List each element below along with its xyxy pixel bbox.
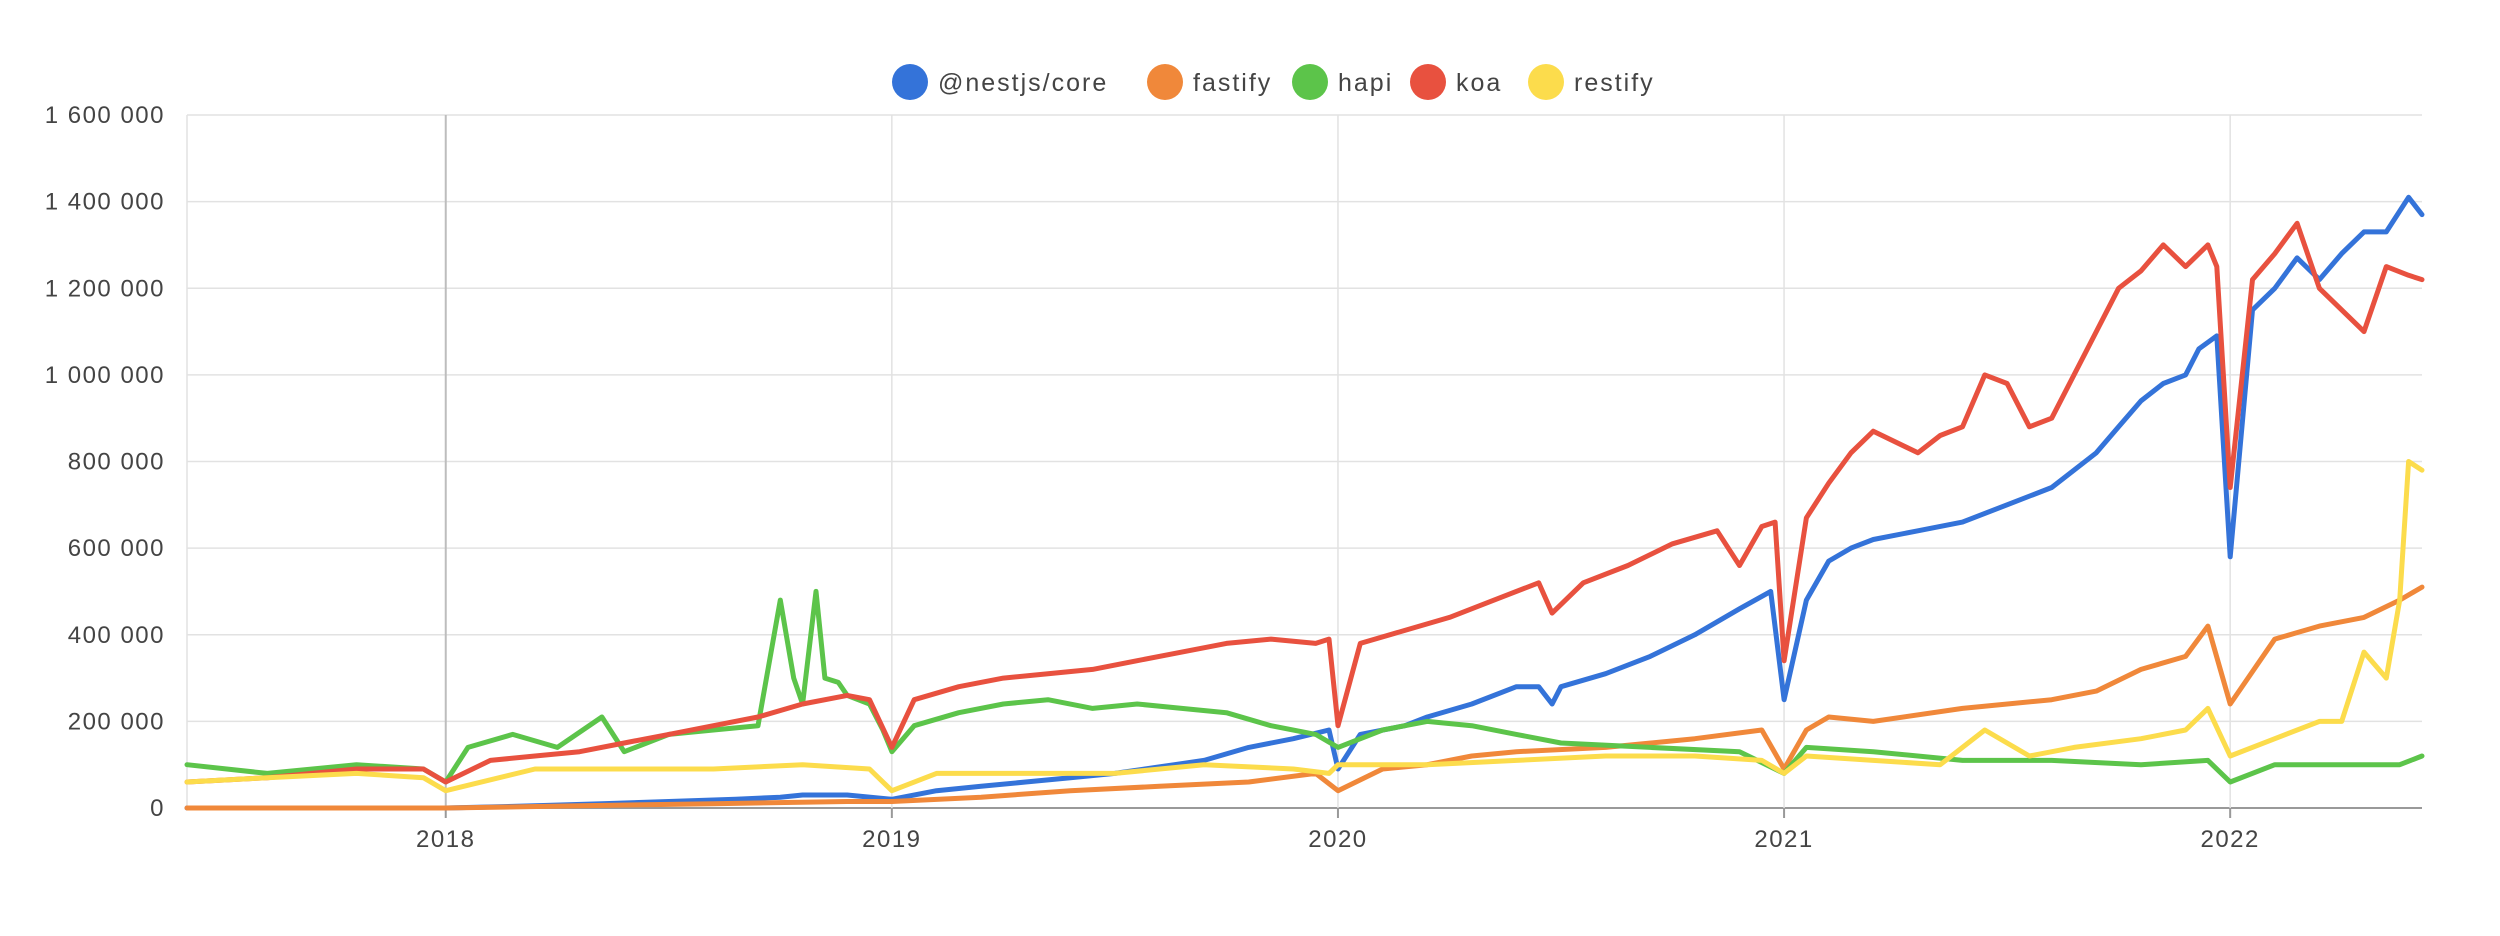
y-tick-label: 200 000	[68, 708, 165, 735]
legend-item-nestjs-core[interactable]: @nestjs/core	[892, 64, 1108, 100]
x-tick-label: 2022	[2200, 826, 2259, 853]
legend-item-hapi[interactable]: hapi	[1292, 64, 1393, 100]
legend-label: koa	[1456, 69, 1502, 97]
legend-label: restify	[1574, 69, 1655, 97]
x-tick-label: 2020	[1308, 826, 1367, 853]
y-tick-label: 800 000	[68, 449, 165, 476]
series-line-restify	[184, 459, 2425, 794]
series-line-koa	[184, 220, 2425, 785]
y-tick-label: 0	[150, 795, 165, 822]
x-axis: 2018 2019 2020 2021 2022	[416, 808, 2259, 853]
legend-swatch	[1410, 64, 1446, 100]
y-axis: 0 200 000 400 000 600 000 800 000 1 000 000 1 …	[45, 102, 165, 822]
legend-item-koa[interactable]: koa	[1410, 64, 1502, 100]
series-line-hapi	[184, 588, 2425, 785]
series-lines	[184, 194, 2425, 811]
legend-swatch	[1147, 64, 1183, 100]
x-tick-label: 2021	[1754, 826, 1813, 853]
x-tick-label: 2018	[416, 826, 475, 853]
legend-label: @nestjs/core	[938, 69, 1108, 97]
y-tick-label: 600 000	[68, 535, 165, 562]
legend-swatch	[1528, 64, 1564, 100]
y-tick-label: 1 000 000	[45, 362, 165, 389]
legend-item-fastify[interactable]: fastify	[1147, 64, 1272, 100]
x-tick-label: 2019	[862, 826, 921, 853]
chart-legend: @nestjs/core fastify hapi koa restify	[892, 64, 1655, 100]
legend-label: fastify	[1193, 69, 1272, 97]
legend-item-restify[interactable]: restify	[1528, 64, 1655, 100]
series-line-fastify	[184, 584, 2425, 811]
legend-swatch	[892, 64, 928, 100]
legend-label: hapi	[1338, 69, 1393, 97]
y-tick-label: 400 000	[68, 622, 165, 649]
y-tick-label: 1 200 000	[45, 275, 165, 302]
legend-swatch	[1292, 64, 1328, 100]
y-tick-label: 1 600 000	[45, 102, 165, 129]
y-tick-label: 1 400 000	[45, 189, 165, 216]
